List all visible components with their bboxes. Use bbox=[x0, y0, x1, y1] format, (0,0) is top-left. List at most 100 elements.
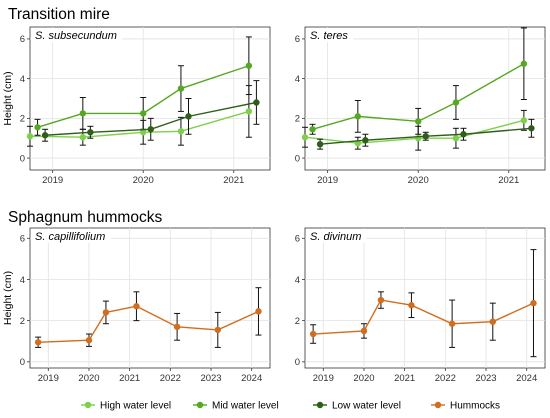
data-point bbox=[253, 99, 260, 106]
data-point bbox=[177, 128, 185, 135]
data-point bbox=[377, 296, 385, 304]
data-point bbox=[214, 326, 221, 334]
y-tick-label: 4 bbox=[20, 74, 25, 85]
x-tick-label: 2020 bbox=[78, 373, 99, 384]
panel-frame bbox=[29, 26, 271, 171]
panel-title-background bbox=[31, 28, 122, 42]
x-tick-label: 2022 bbox=[160, 373, 181, 384]
chart-panel-s-teres: 0 2 4 6 2019 2020 2021 S. teres bbox=[295, 26, 546, 186]
section-title-transition-mire: Transition mire bbox=[8, 6, 110, 23]
y-tick-label: 6 bbox=[20, 234, 25, 245]
panel-frame bbox=[304, 26, 546, 171]
data-point bbox=[245, 108, 253, 115]
series-mid-water-level bbox=[309, 27, 528, 135]
panel-title-background bbox=[306, 229, 367, 243]
legend-swatch-marker bbox=[316, 401, 324, 409]
y-tick-label: 0 bbox=[20, 357, 25, 368]
chart-panel-s-divinum: 0 2 4 6 2019 2020 2021 2022 2023 2024 S. divinum bbox=[295, 227, 546, 384]
data-point bbox=[448, 320, 456, 327]
y-tick-label: 2 bbox=[20, 316, 25, 327]
data-point bbox=[85, 337, 93, 344]
y-tick-label: 0 bbox=[295, 357, 300, 368]
legend-label: Hummocks bbox=[450, 401, 500, 412]
legend-item-high-water-level: High water level bbox=[81, 401, 171, 412]
data-point bbox=[79, 134, 87, 141]
data-point bbox=[26, 133, 34, 140]
y-tick-label: 4 bbox=[295, 275, 300, 286]
data-point bbox=[362, 137, 369, 144]
x-tick-label: 2020 bbox=[353, 373, 374, 384]
data-point bbox=[316, 140, 324, 148]
y-tick-label: 0 bbox=[295, 153, 300, 164]
legend-swatch-marker bbox=[434, 401, 442, 409]
x-tick-label: 2021 bbox=[119, 373, 140, 384]
data-point bbox=[520, 60, 528, 67]
data-point bbox=[34, 124, 41, 131]
data-point bbox=[177, 85, 185, 92]
x-tick-label: 2019 bbox=[313, 373, 334, 384]
x-tick-label: 2019 bbox=[42, 175, 63, 186]
data-point bbox=[102, 309, 110, 316]
chart-panel-s-subsecundum: 0 2 4 6 2019 2020 2021 Height (cm) S. subsecundu… bbox=[2, 26, 271, 186]
data-point bbox=[87, 129, 94, 136]
series-hummocks bbox=[309, 249, 537, 358]
data-point bbox=[255, 308, 262, 315]
data-point bbox=[489, 318, 496, 325]
panel-frame bbox=[29, 227, 271, 369]
y-tick-label: 2 bbox=[20, 114, 25, 125]
series-mid-water-level bbox=[34, 36, 253, 136]
panel-title: S. teres bbox=[306, 28, 354, 42]
legend-item-low-water-level: Low water level bbox=[313, 401, 401, 412]
data-point bbox=[520, 117, 528, 124]
data-point bbox=[41, 132, 49, 139]
section-title-sphagnum-hummocks: Sphagnum hummocks bbox=[8, 209, 162, 226]
x-tick-label: 2020 bbox=[408, 175, 429, 186]
data-point bbox=[79, 110, 87, 117]
legend-label: High water level bbox=[100, 401, 171, 412]
panel-title: S. capillifolium bbox=[31, 229, 111, 243]
legend-label: Low water level bbox=[332, 401, 401, 412]
panel-title-background bbox=[306, 28, 354, 42]
y-axis-label: Height (cm) bbox=[2, 271, 14, 325]
data-point bbox=[147, 126, 154, 133]
x-tick-label: 2019 bbox=[317, 175, 338, 186]
series-low-water-level bbox=[41, 80, 260, 142]
x-tick-label: 2024 bbox=[516, 373, 537, 384]
y-tick-label: 6 bbox=[295, 234, 300, 245]
legend-item-mid-water-level: Mid water level bbox=[193, 401, 279, 412]
legend-swatch-marker bbox=[84, 401, 92, 409]
y-axis-label: Height (cm) bbox=[2, 71, 14, 125]
panel-title-text: S. teres bbox=[310, 30, 348, 42]
data-point bbox=[140, 129, 147, 136]
legend-swatch-marker bbox=[196, 401, 204, 409]
data-point bbox=[34, 339, 42, 346]
data-point bbox=[528, 125, 535, 132]
data-point bbox=[460, 131, 467, 138]
panel-title: S. subsecundum bbox=[31, 28, 122, 42]
series-low-water-level bbox=[316, 118, 535, 150]
y-tick-label: 4 bbox=[20, 275, 25, 286]
panel-title-background bbox=[31, 229, 111, 243]
data-point bbox=[354, 113, 362, 120]
series-hummocks bbox=[34, 287, 262, 348]
data-point bbox=[309, 126, 316, 133]
data-point bbox=[133, 303, 140, 310]
panel-title: S. divinum bbox=[306, 229, 367, 243]
data-point bbox=[301, 134, 309, 141]
data-point bbox=[415, 118, 422, 125]
x-tick-label: 2021 bbox=[498, 175, 519, 186]
panel-title-text: S. capillifolium bbox=[35, 231, 105, 243]
data-point bbox=[452, 99, 460, 106]
legend-label: Mid water level bbox=[212, 401, 279, 412]
x-tick-label: 2022 bbox=[435, 373, 456, 384]
data-point bbox=[360, 327, 368, 335]
y-tick-label: 2 bbox=[295, 316, 300, 327]
panel-title-text: S. divinum bbox=[310, 231, 361, 243]
panel-title-text: S. subsecundum bbox=[35, 30, 117, 42]
data-point bbox=[422, 133, 429, 140]
x-tick-label: 2023 bbox=[200, 373, 221, 384]
legend: High water level Mid water level Low water… bbox=[81, 401, 500, 412]
y-tick-label: 6 bbox=[295, 34, 300, 45]
